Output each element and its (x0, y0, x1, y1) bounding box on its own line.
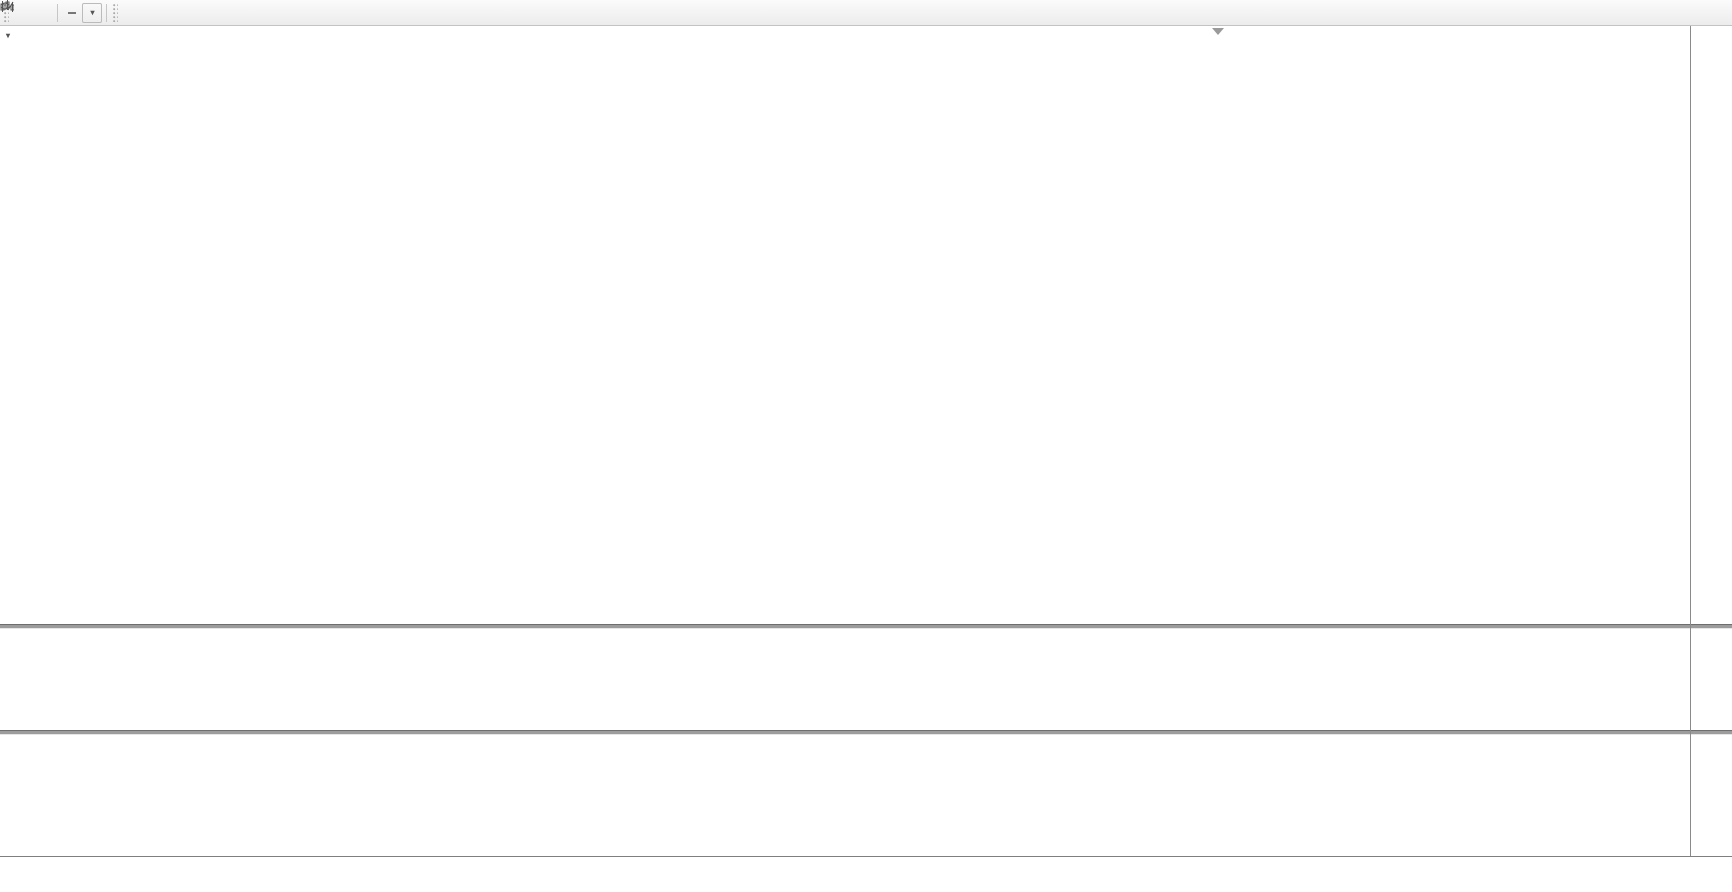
candlestick-canvas (0, 26, 1732, 624)
toolbar-drag-handle[interactable] (113, 3, 118, 22)
chart-shift-marker-icon[interactable] (1212, 28, 1224, 35)
toolbar-drag-handle[interactable] (4, 3, 9, 22)
macd-panel[interactable] (0, 629, 1732, 730)
time-axis[interactable] (0, 856, 1732, 880)
panel-splitter[interactable] (0, 624, 1732, 629)
symbol-marker-icon: ▾ (6, 31, 11, 40)
label-tool-icon[interactable] (62, 3, 82, 23)
macd-canvas (0, 629, 1732, 730)
shapes-tool-icon[interactable]: ▾ (0, 1, 102, 23)
rsi-panel[interactable] (0, 735, 1732, 856)
shapes-glyph-icon (0, 1, 14, 11)
chart-title: ▾ (6, 31, 24, 40)
new-chart-icon[interactable] (0, 0, 33, 23)
price-axis-border (1690, 26, 1691, 880)
toolbar-separator (57, 3, 58, 22)
rsi-canvas (0, 735, 1732, 856)
toolbar-separator (106, 3, 107, 22)
toolbar: ▾ (0, 0, 1732, 26)
chart-panel[interactable] (0, 26, 1732, 624)
label-tool-glyph (68, 11, 76, 14)
text-tool-icon[interactable] (33, 3, 53, 23)
panel-splitter[interactable] (0, 730, 1732, 735)
dropdown-caret-icon: ▾ (90, 8, 95, 17)
